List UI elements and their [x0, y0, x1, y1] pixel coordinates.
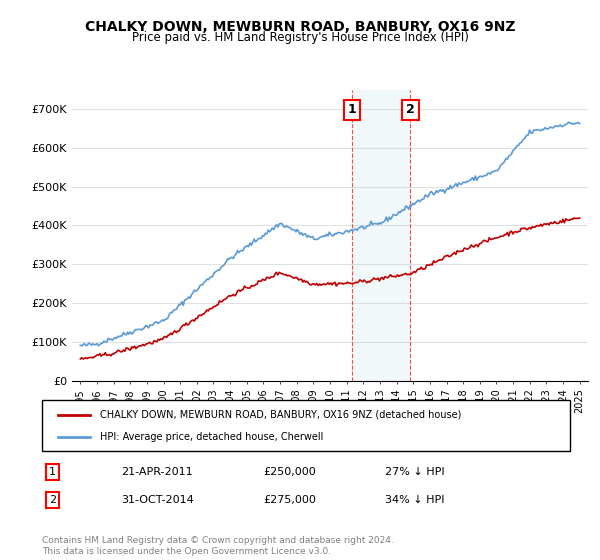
Text: 34% ↓ HPI: 34% ↓ HPI [385, 495, 445, 505]
Text: 1: 1 [49, 467, 56, 477]
Text: 31-OCT-2014: 31-OCT-2014 [121, 495, 194, 505]
Text: CHALKY DOWN, MEWBURN ROAD, BANBURY, OX16 9NZ: CHALKY DOWN, MEWBURN ROAD, BANBURY, OX16… [85, 20, 515, 34]
Text: 2: 2 [406, 104, 415, 116]
Bar [352, 90, 410, 381]
FancyBboxPatch shape [42, 400, 570, 451]
Text: 21-APR-2011: 21-APR-2011 [121, 467, 193, 477]
Text: £250,000: £250,000 [264, 467, 317, 477]
Text: CHALKY DOWN, MEWBURN ROAD, BANBURY, OX16 9NZ (detached house): CHALKY DOWN, MEWBURN ROAD, BANBURY, OX16… [100, 409, 461, 419]
Text: 1: 1 [347, 104, 356, 116]
Text: 27% ↓ HPI: 27% ↓ HPI [385, 467, 445, 477]
Text: HPI: Average price, detached house, Cherwell: HPI: Average price, detached house, Cher… [100, 432, 323, 442]
Text: £275,000: £275,000 [264, 495, 317, 505]
Text: Price paid vs. HM Land Registry's House Price Index (HPI): Price paid vs. HM Land Registry's House … [131, 31, 469, 44]
Text: Contains HM Land Registry data © Crown copyright and database right 2024.
This d: Contains HM Land Registry data © Crown c… [42, 536, 394, 556]
Text: 2: 2 [49, 495, 56, 505]
